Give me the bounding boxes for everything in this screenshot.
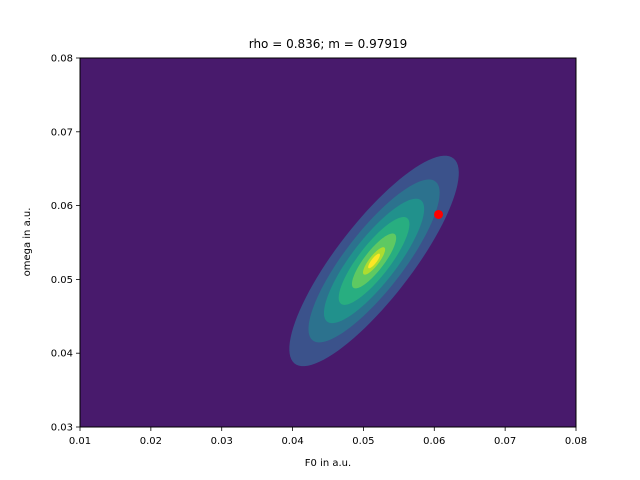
chart-title: rho = 0.836; m = 0.97919 <box>249 37 408 51</box>
y-tick-label: 0.07 <box>51 127 73 138</box>
x-tick-label: 0.02 <box>140 436 162 447</box>
y-tick-label: 0.05 <box>51 275 73 286</box>
y-tick-label: 0.03 <box>51 423 73 434</box>
contour-level-7 <box>368 253 380 269</box>
y-tick-label: 0.04 <box>51 349 73 360</box>
x-tick-label: 0.05 <box>352 436 374 447</box>
plot-frame <box>79 57 577 428</box>
y-tick-label: 0.06 <box>51 201 73 212</box>
x-tick-label: 0.06 <box>423 436 445 447</box>
x-tick-label: 0.04 <box>281 436 303 447</box>
plot-background <box>80 58 576 427</box>
x-tick-label: 0.03 <box>211 436 233 447</box>
x-axis-label: F0 in a.u. <box>305 458 351 469</box>
y-axis-label: omega in a.u. <box>22 208 33 277</box>
y-tick-label: 0.08 <box>51 54 73 65</box>
x-tick-label: 0.01 <box>69 436 91 447</box>
x-tick-label: 0.08 <box>565 436 587 447</box>
red-marker-point <box>434 209 444 219</box>
x-tick-label: 0.07 <box>494 436 516 447</box>
